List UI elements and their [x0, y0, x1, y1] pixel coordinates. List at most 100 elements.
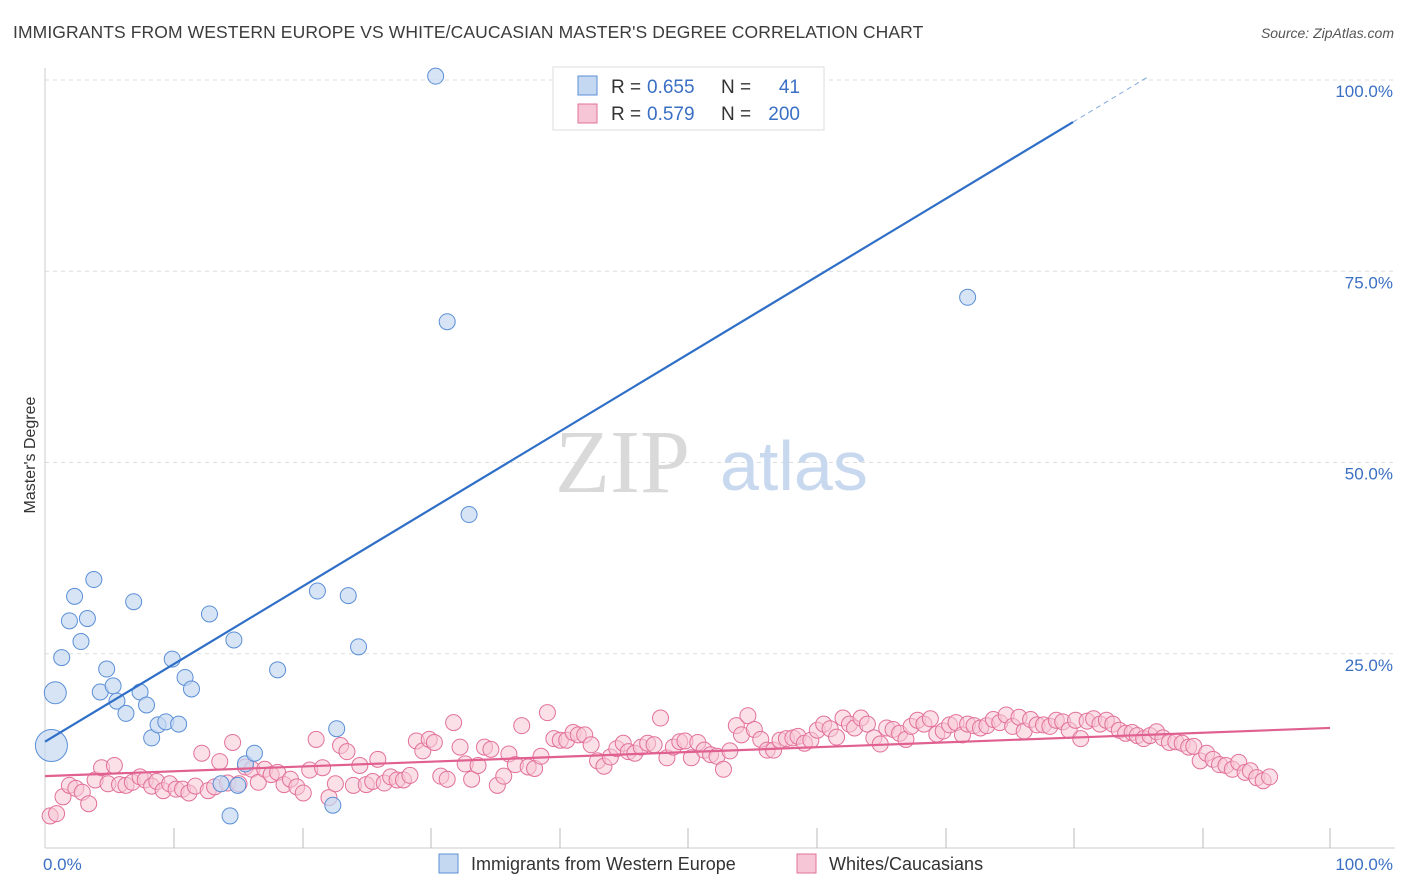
data-point-western-europe: [225, 631, 243, 649]
stats-swatch-pink: [577, 103, 598, 124]
data-point-whites: [401, 766, 419, 784]
data-point-whites: [682, 749, 700, 767]
western-europe-points: [34, 67, 977, 825]
data-point-whites: [438, 770, 456, 788]
data-point-whites: [445, 714, 463, 732]
data-point-western-europe: [125, 593, 143, 611]
axes: [44, 68, 1395, 849]
stats-r-value: 0.579: [647, 104, 695, 125]
data-point-whites: [469, 756, 487, 774]
grid-lines: [45, 79, 1395, 655]
data-point-western-europe: [959, 288, 977, 306]
data-point-western-europe: [221, 807, 239, 825]
data-point-western-europe: [438, 313, 456, 331]
data-point-western-europe: [339, 587, 357, 605]
x-tick-labels: 0.0% 100.0%: [43, 855, 1393, 874]
x-tick-label: 0.0%: [43, 855, 82, 874]
chart-title: IMMIGRANTS FROM WESTERN EUROPE VS WHITE/…: [13, 22, 924, 42]
trend-line-western-europe: [44, 121, 1074, 743]
data-point-whites: [645, 736, 663, 754]
data-point-western-europe: [43, 681, 67, 705]
data-point-whites: [451, 738, 469, 756]
whites-caucasians-points: [41, 704, 1279, 825]
data-point-western-europe: [350, 638, 368, 656]
data-point-western-europe: [245, 744, 263, 762]
data-point-western-europe: [460, 506, 478, 524]
data-point-western-europe: [170, 715, 188, 733]
data-point-whites: [48, 805, 66, 823]
data-point-whites: [482, 740, 500, 758]
y-tick-label: 100.0%: [1335, 82, 1393, 101]
data-point-whites: [858, 715, 876, 733]
data-point-western-europe: [182, 680, 200, 698]
data-point-whites: [828, 728, 846, 746]
trend-line-whites: [44, 726, 1331, 778]
stats-r-label: R =: [611, 77, 641, 98]
data-point-western-europe: [78, 610, 96, 628]
data-point-whites: [1261, 768, 1279, 786]
data-point-western-europe: [427, 67, 445, 85]
trend-lines: [44, 75, 1331, 778]
stats-n-label: N =: [721, 104, 751, 125]
stats-swatch-blue: [577, 75, 598, 96]
data-point-western-europe: [98, 660, 116, 678]
data-point-whites: [582, 736, 600, 754]
data-point-western-europe: [85, 571, 103, 589]
data-point-western-europe: [138, 696, 156, 714]
data-point-whites: [714, 760, 732, 778]
data-point-whites: [326, 775, 344, 793]
stats-r-value: 0.655: [647, 77, 695, 98]
y-tick-label: 25.0%: [1345, 656, 1393, 675]
legend-swatch-pink[interactable]: [796, 853, 817, 874]
stats-r-label: R =: [611, 104, 641, 125]
data-point-western-europe: [72, 633, 90, 651]
data-point-whites: [307, 730, 325, 748]
data-point-whites: [652, 709, 670, 727]
legend-label-whites[interactable]: Whites/Caucasians: [829, 854, 983, 874]
y-tick-label: 50.0%: [1345, 465, 1393, 484]
stats-n-label: N =: [721, 77, 751, 98]
data-point-western-europe: [229, 776, 247, 794]
legend-label-western-europe[interactable]: Immigrants from Western Europe: [471, 854, 736, 874]
watermark: ZIP atlas: [555, 413, 868, 512]
data-point-whites: [739, 707, 757, 725]
data-point-whites: [463, 770, 481, 788]
data-point-whites: [224, 733, 242, 751]
data-point-whites: [495, 767, 513, 785]
watermark-zip: ZIP: [555, 413, 690, 512]
data-point-western-europe: [104, 677, 122, 695]
data-point-whites: [193, 744, 211, 762]
data-point-western-europe: [200, 605, 218, 623]
data-point-western-europe: [53, 649, 71, 667]
data-point-whites: [211, 753, 229, 771]
data-point-western-europe: [117, 704, 135, 722]
data-point-whites: [538, 704, 556, 722]
data-point-whites: [513, 717, 531, 735]
stats-n-value: 200: [768, 104, 800, 125]
stats-legend-box: R = 0.655 N = 41 R = 0.579 N = 200: [552, 66, 825, 131]
data-point-whites: [314, 759, 332, 777]
data-point-western-europe: [212, 775, 230, 793]
data-point-western-europe: [66, 587, 84, 605]
data-point-western-europe: [269, 661, 287, 679]
x-tick-label: 100.0%: [1335, 855, 1393, 874]
data-point-western-europe: [60, 612, 78, 630]
data-point-whites: [80, 795, 98, 813]
bottom-legend: Immigrants from Western Europe Whites/Ca…: [438, 853, 983, 874]
data-point-whites: [1072, 730, 1090, 748]
y-tick-label: 75.0%: [1345, 273, 1393, 292]
trend-line-extension: [1072, 75, 1151, 123]
watermark-atlas: atlas: [720, 427, 868, 505]
legend-swatch-blue[interactable]: [438, 853, 459, 874]
data-point-western-europe: [328, 720, 346, 738]
data-point-whites: [105, 756, 123, 774]
source-credit: Source: ZipAtlas.com: [1260, 25, 1394, 41]
data-point-whites: [425, 733, 443, 751]
y-tick-labels: 25.0% 50.0% 75.0% 100.0%: [1335, 82, 1393, 675]
data-point-whites: [338, 743, 356, 761]
data-point-western-europe: [324, 796, 342, 814]
stats-n-value: 41: [779, 77, 800, 98]
data-point-whites: [294, 784, 312, 802]
y-axis-label: Master's Degree: [22, 396, 39, 513]
